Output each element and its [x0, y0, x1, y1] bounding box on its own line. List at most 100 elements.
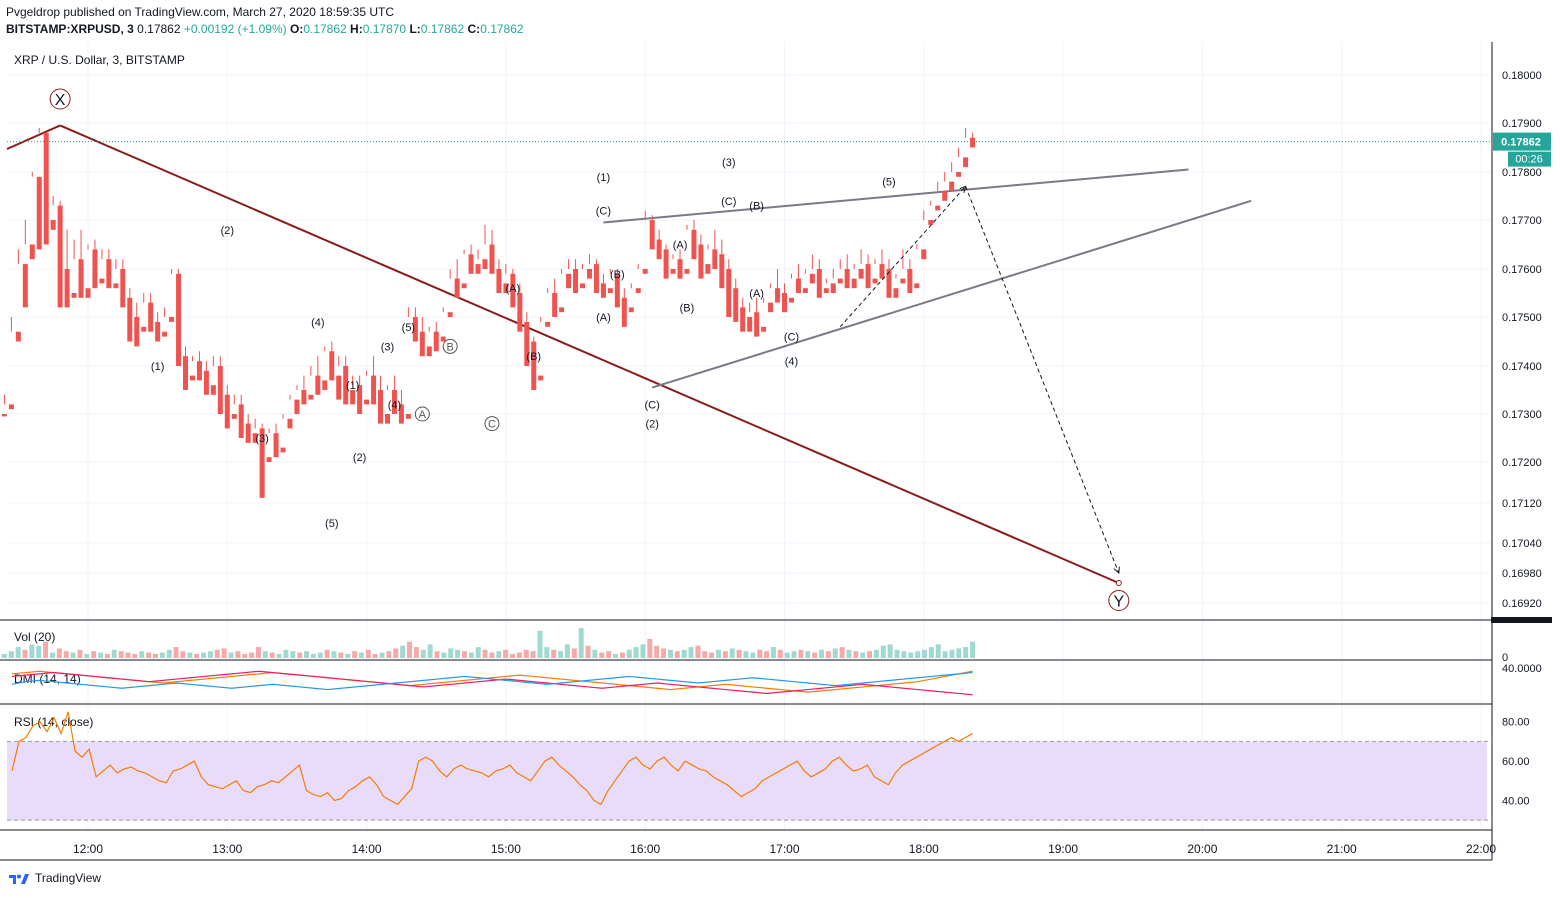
volume-bar: [15, 647, 21, 658]
volume-bar: [228, 652, 234, 658]
volume-bar: [722, 651, 728, 658]
candle-body: [92, 249, 98, 289]
candle-body: [196, 361, 202, 381]
wedge-upper-line: [603, 168, 1189, 224]
candle-body: [280, 447, 286, 453]
volume-tick: 0: [1502, 652, 1508, 664]
wave-label: (1): [346, 380, 359, 392]
volume-bar: [901, 651, 907, 658]
candle-body: [698, 244, 704, 279]
volume-bar: [475, 647, 481, 658]
footer-brand[interactable]: TradingView: [8, 871, 101, 885]
candle-body: [663, 249, 669, 279]
drawings-back: [6, 124, 1492, 586]
trend-line: [59, 124, 1120, 584]
wave-label: (2): [221, 225, 234, 237]
wedge-lower-line: [651, 199, 1252, 389]
candle-body: [322, 380, 328, 390]
candle-body: [224, 394, 230, 429]
volume-bar: [880, 645, 886, 658]
pane-frames: [0, 42, 1552, 861]
volume-bar: [56, 648, 62, 658]
rsi-tick: 60.00: [1502, 756, 1530, 768]
wave-label: (A): [506, 283, 521, 295]
candle-body: [782, 293, 787, 313]
candle-body: [956, 172, 962, 177]
candle-body: [754, 312, 760, 337]
time-tick: 21:00: [1327, 842, 1357, 856]
volume-bar: [400, 645, 406, 658]
volume-bar: [970, 641, 976, 658]
volume-bar: [255, 647, 261, 658]
candle-body: [914, 283, 920, 289]
volume-bar: [702, 651, 708, 658]
volume-bar: [22, 649, 28, 658]
volume-bar: [221, 648, 227, 658]
volume-bar: [956, 648, 962, 658]
candle-body: [371, 375, 377, 405]
volume-bar: [338, 652, 344, 658]
candle-body: [419, 331, 425, 357]
volume-bar: [743, 651, 749, 658]
wave-label: (2): [353, 452, 366, 464]
time-tick: 16:00: [630, 842, 660, 856]
candle-body: [531, 341, 537, 390]
candle-body: [308, 394, 314, 400]
volume-bar: [805, 651, 811, 658]
price-tick: 0.17400: [1502, 361, 1542, 373]
candle-body: [15, 331, 21, 342]
volume-bar: [1, 653, 7, 658]
price-axis[interactable]: 0.18000 0.17900 0.17800 0.17700 0.17600 0.175…: [1502, 70, 1542, 610]
candle-body: [106, 259, 112, 289]
dmi-minus-line: [11, 670, 973, 696]
candle-body: [851, 278, 857, 289]
wave-label: (B): [526, 351, 541, 363]
volume-bar: [530, 651, 536, 658]
volume-bar: [407, 641, 413, 658]
candle-body: [391, 390, 397, 414]
volume-bar: [36, 645, 42, 658]
chart-title: XRP / U.S. Dollar, 3, BITSTAMP: [14, 53, 185, 67]
candle-body: [384, 414, 390, 424]
rsi-tick: 40.00: [1502, 795, 1530, 807]
candle-body: [809, 273, 815, 284]
volume-bar: [358, 652, 364, 658]
volume-bar: [84, 653, 90, 658]
candle-body: [879, 264, 885, 279]
candle-body: [433, 331, 439, 352]
volume-bar: [152, 653, 158, 658]
candle-body: [440, 336, 446, 342]
candle-body: [29, 244, 35, 260]
price-tick: 0.17200: [1502, 457, 1542, 469]
wave-label: (1): [151, 361, 164, 373]
wave-label: (C): [784, 332, 799, 344]
wave-label: (2): [645, 419, 658, 431]
candle-body: [726, 269, 732, 317]
price-tick: 0.16980: [1502, 568, 1542, 580]
volume-bar: [592, 649, 598, 658]
volume-bar: [599, 652, 605, 658]
candle-body: [963, 157, 969, 168]
symbol-name[interactable]: BITSTAMP:XRPUSD, 3: [6, 22, 134, 36]
candle-body: [475, 264, 481, 274]
price-tick: 0.16920: [1502, 598, 1542, 610]
volume-bar: [49, 652, 55, 658]
candle-body: [266, 457, 272, 462]
wave-label: Y: [1113, 594, 1124, 611]
volume-bar: [118, 651, 124, 658]
volume-bar: [98, 652, 104, 658]
wave-label: (A): [596, 312, 611, 324]
wave-label: C: [488, 419, 496, 431]
volume-bar: [111, 649, 117, 658]
time-axis[interactable]: 12:00 13:00 14:00 15:00 16:00 17:00 18:00 19:00…: [73, 842, 1496, 856]
price-tick: 0.17040: [1502, 538, 1542, 550]
grid-lines: [7, 42, 1492, 830]
candle-body: [231, 414, 237, 419]
time-tick: 22:00: [1466, 842, 1496, 856]
volume-bar: [146, 652, 152, 658]
projection-segment: [965, 186, 1119, 573]
volume-bar: [420, 649, 426, 658]
wave-label: (B): [610, 269, 625, 281]
candle-body: [670, 269, 676, 274]
